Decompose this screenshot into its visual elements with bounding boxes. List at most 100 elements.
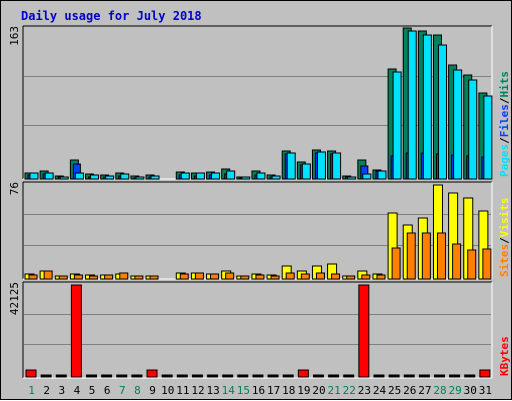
day-label-20: 20 <box>312 384 325 397</box>
kbytes-bar-day-9-body <box>146 369 158 378</box>
kbytes-bar-day-17 <box>267 374 279 378</box>
pages-bar-day-19-body <box>301 163 311 180</box>
day-label-3: 3 <box>59 384 66 397</box>
kbytes-bar-day-28 <box>433 374 445 378</box>
day-label-26: 26 <box>403 384 416 397</box>
pages-bar-day-16 <box>256 172 266 180</box>
kbytes-bar-day-14-body <box>222 374 234 378</box>
kbytes-bar-day-17-body <box>267 374 279 378</box>
kbytes-bar-day-27 <box>418 374 430 378</box>
sites-bar-day-27-body <box>421 232 431 280</box>
pages-bar-day-28 <box>437 44 447 180</box>
kbytes-bar-day-15 <box>237 374 249 378</box>
day-label-30: 30 <box>464 384 477 397</box>
pages-bar-day-22-body <box>347 176 357 180</box>
pages-bar-day-2 <box>44 172 54 180</box>
kbytes-bar-day-29-body <box>449 374 461 378</box>
day-label-17: 17 <box>267 384 280 397</box>
kbytes-bar-day-5 <box>86 374 98 378</box>
sites-bar-day-22-body <box>346 275 356 280</box>
kbytes-bar-day-11 <box>176 374 188 378</box>
kbytes-bar-day-4-body <box>70 284 82 378</box>
sites-bar-day-19 <box>300 273 310 280</box>
day-label-31: 31 <box>479 384 492 397</box>
sites-bar-day-24-body <box>376 274 386 280</box>
pages-bar-day-21-body <box>332 152 342 180</box>
kbytes-bar-day-30-body <box>464 374 476 378</box>
kbytes-bar-day-6 <box>101 374 113 378</box>
kbytes-bar-day-30 <box>464 374 476 378</box>
sites-bar-day-20 <box>315 272 325 280</box>
sites-bar-day-16-body <box>255 274 265 280</box>
day-label-8: 8 <box>134 384 141 397</box>
kbytes-bar-day-8-body <box>131 374 143 378</box>
kbytes-bar-day-19 <box>297 369 309 378</box>
kbytes-bar-day-2 <box>40 374 52 378</box>
pages-bar-day-28-body <box>437 44 447 180</box>
pages-bar-day-1-body <box>29 172 39 180</box>
kbytes-bar-day-23-body <box>358 284 370 378</box>
day-label-25: 25 <box>388 384 401 397</box>
day-label-23: 23 <box>358 384 371 397</box>
day-label-1: 1 <box>28 384 35 397</box>
sites-bar-day-2-body <box>43 270 53 280</box>
legend-entry-sites: Sites <box>498 244 511 277</box>
day-label-4: 4 <box>74 384 81 397</box>
sites-bar-day-7-body <box>119 272 129 280</box>
sites-bar-day-30 <box>467 249 477 280</box>
pages-bar-day-29 <box>453 69 463 180</box>
pages-bar-day-9-body <box>150 175 160 180</box>
pages-bar-day-25-body <box>392 71 402 180</box>
kbytes-bar-day-1 <box>25 369 37 378</box>
pages-bar-day-31 <box>483 95 493 180</box>
day-label-21: 21 <box>328 384 341 397</box>
sites-bar-day-4-body <box>73 274 83 280</box>
sites-bar-day-29-body <box>452 243 462 280</box>
kbytes-bar-day-4 <box>70 284 82 378</box>
pages-bar-day-11 <box>180 172 190 180</box>
pages-bar-day-23-body <box>362 173 372 180</box>
pages-bar-day-17-body <box>271 175 281 180</box>
kbytes-bar-day-9 <box>146 369 158 378</box>
legend-entry-separator: / <box>498 97 511 104</box>
pages-bar-day-30 <box>468 79 478 180</box>
day-label-28: 28 <box>433 384 446 397</box>
pages-bar-day-25 <box>392 71 402 180</box>
kbytes-bar-day-13-body <box>207 374 219 378</box>
sites-bar-day-25 <box>391 247 401 280</box>
legend-entry-visits: Visits <box>498 198 511 238</box>
sites-bar-day-5 <box>89 275 99 280</box>
legend-entry-hits: Hits <box>498 71 511 98</box>
day-label-13: 13 <box>206 384 219 397</box>
sites-bar-day-3-body <box>58 275 68 280</box>
panel-3-ymax-label: 42125 <box>8 282 21 315</box>
panel-2-ymax-label: 76 <box>8 182 21 195</box>
day-label-16: 16 <box>252 384 265 397</box>
legend-entry-kbytes: KBytes <box>498 336 511 376</box>
sites-bar-day-11 <box>179 273 189 280</box>
sites-bar-day-19-body <box>300 273 310 280</box>
kbytes-bar-day-15-body <box>237 374 249 378</box>
pages-bar-day-13-body <box>211 172 221 180</box>
pages-bar-day-3-body <box>59 176 69 180</box>
panel-3-background <box>23 282 492 378</box>
sites-bar-day-20-body <box>315 272 325 280</box>
kbytes-bar-day-26 <box>403 374 415 378</box>
pages-bar-day-5 <box>90 174 100 180</box>
pages-bar-day-14-body <box>226 170 236 180</box>
pages-bar-day-15-body <box>241 176 251 180</box>
sites-bar-day-14-body <box>225 272 235 280</box>
sites-bar-day-26-body <box>406 232 416 280</box>
pages-bar-day-14 <box>226 170 236 180</box>
sites-bar-day-11-body <box>179 273 189 280</box>
kbytes-bar-day-7-body <box>116 374 128 378</box>
kbytes-bar-day-10-body <box>161 374 173 378</box>
sites-bar-day-24 <box>376 274 386 280</box>
pages-bar-day-4-body <box>74 172 84 180</box>
pages-bar-day-1 <box>29 172 39 180</box>
chart-title: Daily usage for July 2018 <box>21 9 202 23</box>
kbytes-bar-day-12-body <box>191 374 203 378</box>
day-label-2: 2 <box>43 384 50 397</box>
kbytes-bar-day-24-body <box>373 374 385 378</box>
pages-bar-day-18-body <box>286 152 296 180</box>
